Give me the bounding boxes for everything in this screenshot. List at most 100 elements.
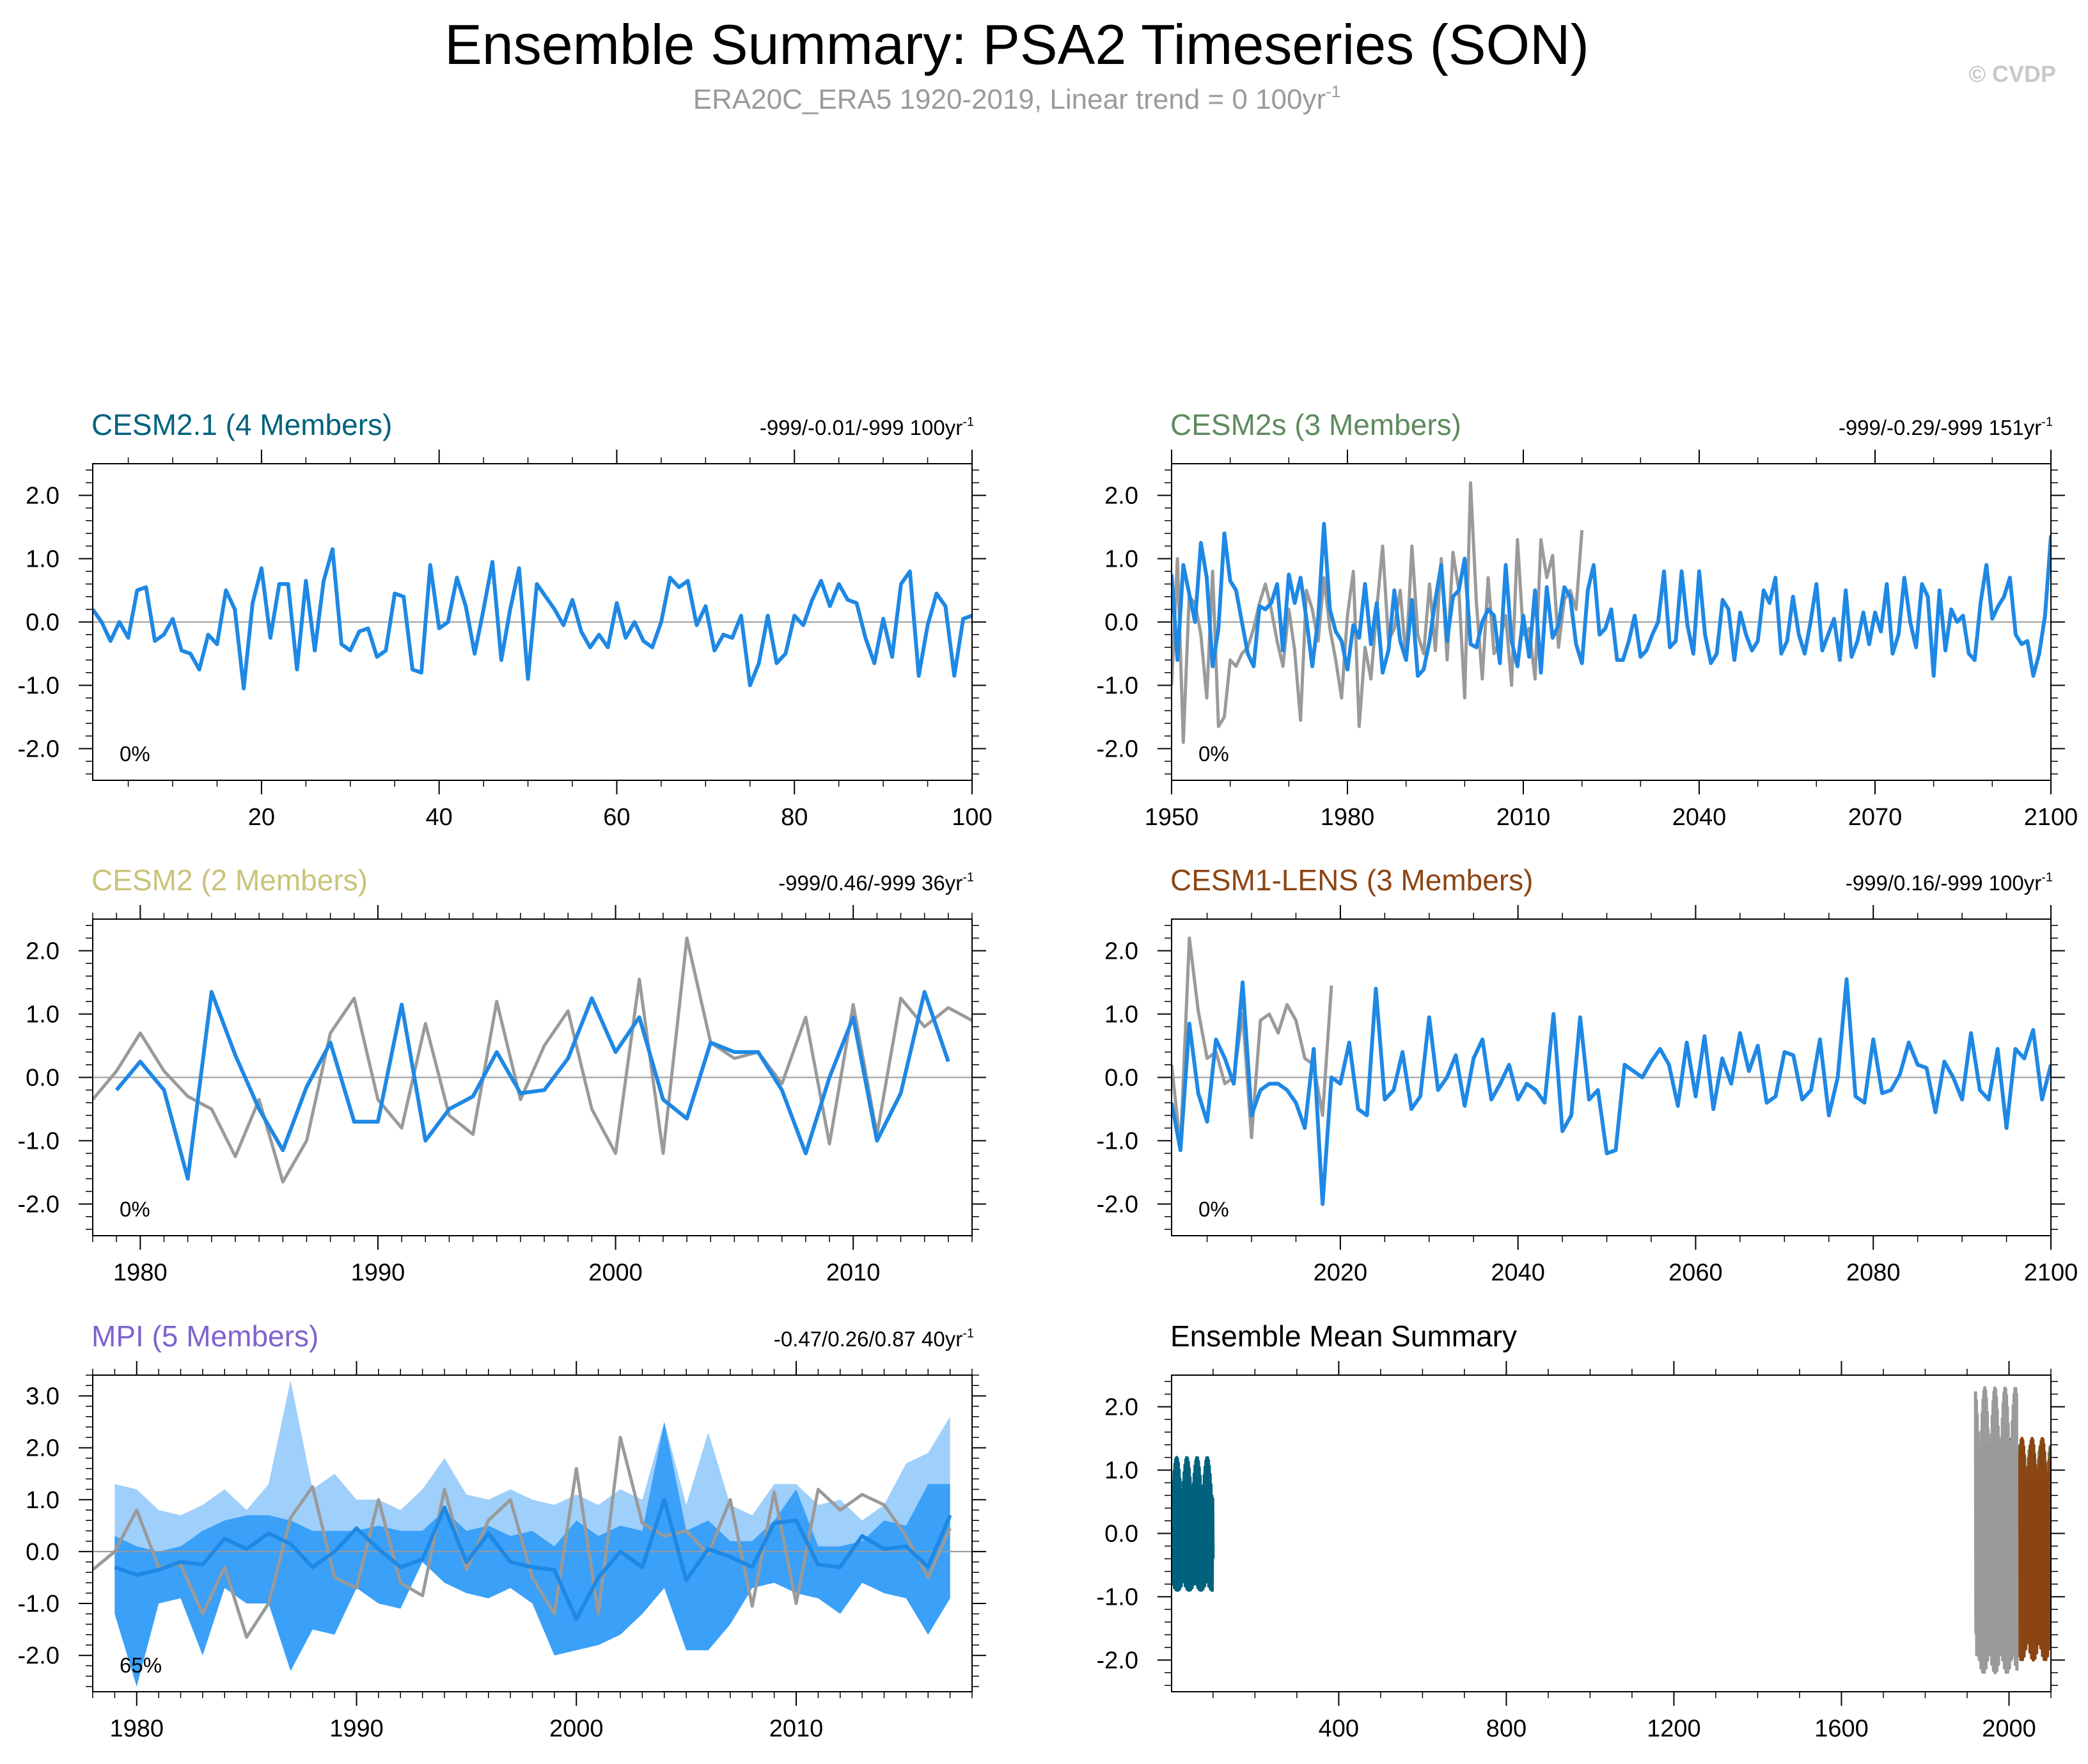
y-tick-label: -1.0	[1097, 1128, 1138, 1155]
trend-stat: -999/-0.01/-999 100yr-1	[760, 415, 974, 439]
y-tick-label: -1.0	[18, 673, 59, 700]
x-tick-label: 2010	[1496, 804, 1551, 831]
y-tick-label: -1.0	[18, 1128, 59, 1155]
plot-area	[93, 547, 972, 691]
x-tick-label: 1980	[109, 1715, 164, 1742]
figure-subtitle-text: ERA20C_ERA5 1920-2019, Linear trend = 0 …	[693, 84, 1326, 115]
y-tick-label: -2.0	[18, 1192, 59, 1218]
x-tick-label: 1950	[1145, 804, 1199, 831]
percent-label: 0%	[120, 742, 150, 766]
panel-title: Ensemble Mean Summary	[1170, 1319, 1517, 1353]
x-tick-label: 2080	[1846, 1259, 1901, 1286]
y-tick-label: 2.0	[1104, 938, 1138, 965]
x-tick-label: 1980	[1321, 804, 1375, 831]
x-tick-label: 20	[248, 804, 275, 831]
panel-title: CESM1-LENS (3 Members)	[1170, 863, 1533, 897]
trend-stat: -999/0.16/-999 100yr-1	[1846, 870, 2053, 895]
ensemble-mean-line	[114, 989, 950, 1181]
plot-area	[93, 1380, 972, 1687]
trend-stat: -999/0.46/-999 36yr-1	[778, 870, 974, 895]
x-tick-label: 2010	[769, 1715, 824, 1742]
panel-lens: CESM1-LENS (3 Members) -999/0.16/-999 100…	[1097, 863, 2078, 1286]
plot-area	[1172, 936, 2051, 1206]
y-tick-label: 2.0	[1104, 483, 1138, 510]
x-tick-label: 2100	[2024, 1259, 2078, 1286]
y-tick-label: 0.0	[26, 1065, 59, 1092]
y-tick-label: 0.0	[1104, 1521, 1138, 1548]
x-tick-label: 2020	[1314, 1259, 1368, 1286]
panel-summary: Ensemble Mean Summary -2.0 -1.0 0.0 1.0 2.0 40…	[1097, 1319, 2065, 1742]
x-tick-label: 2060	[1668, 1259, 1723, 1286]
y-tick-label: 1.0	[1104, 546, 1138, 573]
panel-grid: CESM2.1 (4 Members) -999/-0.01/-999 100yr…	[18, 408, 2078, 1742]
y-tick-label: 1.0	[26, 1002, 59, 1028]
y-tick-label: -1.0	[1097, 1584, 1138, 1611]
y-tick-label: 2.0	[26, 1435, 59, 1462]
panel-title: CESM2s (3 Members)	[1170, 408, 1461, 441]
panel-title: CESM2 (2 Members)	[91, 863, 368, 897]
panel-title: MPI (5 Members)	[91, 1319, 318, 1353]
y-tick-label: 1.0	[26, 1487, 59, 1514]
percent-label: 65%	[120, 1653, 162, 1677]
x-tick-label: 2040	[1491, 1259, 1545, 1286]
percent-label: 0%	[1198, 742, 1229, 766]
copyright-label: © CVDP	[1968, 61, 2056, 87]
y-tick-label: -2.0	[1097, 1648, 1138, 1674]
y-tick-label: -2.0	[1097, 1192, 1138, 1218]
observed-series-line	[93, 936, 972, 1184]
x-tick-label: 400	[1319, 1715, 1359, 1742]
figure-subtitle: ERA20C_ERA5 1920-2019, Linear trend = 0 …	[693, 82, 1341, 115]
y-tick-label: 0.0	[26, 1539, 59, 1566]
plot-area	[93, 936, 972, 1184]
y-tick-label: 2.0	[1104, 1394, 1138, 1421]
x-tick-label: 1980	[113, 1259, 168, 1286]
figure-title: Ensemble Summary: PSA2 Timeseries (SON)	[444, 13, 1589, 76]
panel-cesm2: CESM2 (2 Members) -999/0.46/-999 36yr-1 -2…	[18, 863, 986, 1286]
panel-title: CESM2.1 (4 Members)	[91, 408, 392, 441]
y-tick-label: -2.0	[18, 1642, 59, 1669]
ensemble-mean-line	[114, 1497, 952, 1621]
x-tick-label: 80	[781, 804, 808, 831]
x-tick-label: 1600	[1814, 1715, 1869, 1742]
ensemble-mean-line	[1172, 977, 2051, 1206]
percent-label: 0%	[1198, 1197, 1229, 1221]
observed-series-line	[1172, 936, 1333, 1149]
x-tick-label: 1990	[351, 1259, 405, 1286]
x-tick-label: 2040	[1672, 804, 1727, 831]
panel-mpi: MPI (5 Members) -0.47/0.26/0.87 40yr-1 -2.…	[18, 1319, 986, 1742]
x-tick-label: 800	[1486, 1715, 1527, 1742]
y-tick-label: -1.0	[1097, 673, 1138, 700]
plot-frame	[1171, 1374, 2052, 1692]
x-tick-label: 60	[603, 804, 630, 831]
x-tick-label: 2010	[826, 1259, 881, 1286]
y-tick-label: 2.0	[26, 938, 59, 965]
y-tick-label: 3.0	[26, 1383, 59, 1410]
x-tick-label: 1200	[1647, 1715, 1701, 1742]
y-tick-label: 2.0	[26, 483, 59, 510]
x-tick-label: 40	[426, 804, 453, 831]
x-tick-label: 100	[952, 804, 992, 831]
y-tick-label: -2.0	[1097, 736, 1138, 763]
x-tick-label: 2000	[1982, 1715, 2036, 1742]
plot-area	[1172, 1386, 2051, 1674]
x-tick-label: 2000	[588, 1259, 643, 1286]
y-tick-label: 0.0	[26, 610, 59, 636]
y-tick-label: 0.0	[1104, 610, 1138, 636]
x-tick-label: 2000	[549, 1715, 604, 1742]
trend-stat: -999/-0.29/-999 151yr-1	[1839, 415, 2053, 439]
summary-series-cesm2.1	[1172, 1456, 1215, 1593]
trend-stat: -0.47/0.26/0.87 40yr-1	[774, 1327, 974, 1351]
panel-cesm21: CESM2.1 (4 Members) -999/-0.01/-999 100yr…	[18, 408, 993, 831]
summary-series-observed	[1974, 1386, 2019, 1674]
y-tick-label: -2.0	[18, 736, 59, 763]
x-tick-label: 2100	[2024, 804, 2078, 831]
y-tick-label: 1.0	[26, 546, 59, 573]
spread-inner-band	[114, 1422, 950, 1687]
plot-area	[1172, 481, 2051, 744]
ensemble-mean-line	[93, 547, 972, 691]
percent-label: 0%	[120, 1197, 150, 1221]
x-tick-label: 1990	[329, 1715, 384, 1742]
x-tick-label: 2070	[1848, 804, 1903, 831]
figure-subtitle-sup: -1	[1326, 82, 1340, 101]
